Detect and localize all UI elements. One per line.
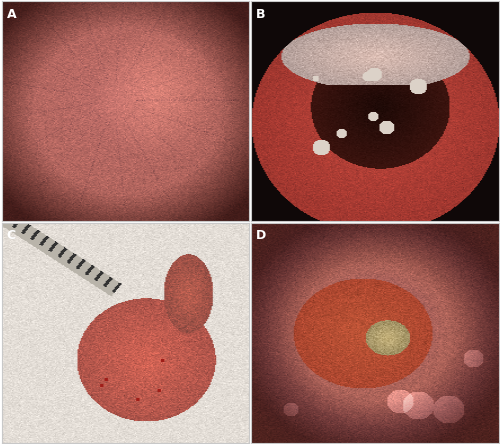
Text: D: D — [256, 230, 266, 242]
Text: B: B — [256, 8, 266, 21]
Text: A: A — [6, 8, 16, 21]
Text: C: C — [6, 230, 16, 242]
